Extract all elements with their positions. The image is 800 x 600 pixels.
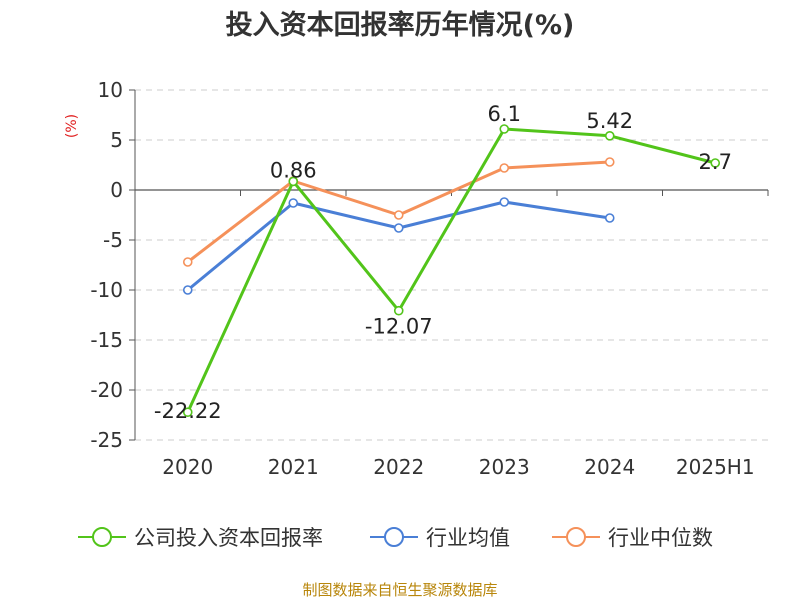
y-tick-label: -20 [90,378,123,402]
x-tick-label: 2022 [373,455,424,479]
y-tick-label: 10 [98,78,123,102]
chart-title: 投入资本回报率历年情况(%) [226,9,575,41]
data-point [604,213,615,223]
grid-lines [135,89,768,441]
data-label: -22.22 [154,399,222,423]
data-label: 2.7 [699,150,732,174]
data-point [288,198,299,208]
source-footer: 制图数据来自恒生聚源数据库 [302,581,497,599]
data-point [182,285,193,295]
legend-label: 行业中位数 [608,526,713,550]
data-point [288,176,299,187]
series-0 [182,124,721,418]
data-point [393,305,404,316]
data-point [604,157,615,167]
data-label: 0.86 [270,158,317,182]
data-point [393,210,404,220]
series-group [182,124,721,418]
data-point [710,158,721,168]
data-point [499,124,510,134]
legend-swatch-marker [566,527,586,547]
y-tick-label: -5 [103,228,123,252]
legend: 公司投入资本回报率 行业均值 行业中位数 [78,526,713,550]
y-tick-label: -10 [90,278,123,302]
data-point [182,407,193,418]
series-2 [182,157,615,267]
x-tick-label: 2025H1 [676,455,755,479]
data-label: -12.07 [365,315,433,339]
x-tick-label: 2020 [162,455,213,479]
legend-swatch-marker [384,527,404,547]
y-axis-unit-label: (%) [64,114,80,138]
data-label: 6.1 [488,102,521,126]
data-label: 5.42 [586,109,633,133]
data-point [499,163,510,173]
axes: 10 5 0 -5 -10 -15 -20 -25 2020 2021 2022 2023 2024 20… [90,78,769,479]
x-tick-label: 2023 [479,455,530,479]
data-point [604,131,615,141]
data-point [499,197,510,207]
y-tick-label: -15 [90,328,123,352]
legend-swatch-marker [92,527,112,547]
x-tick-label: 2024 [584,455,635,479]
data-point [182,257,193,267]
y-tick-label: -25 [90,428,123,452]
y-tick-label: 0 [110,178,123,202]
legend-label: 行业均值 [426,526,510,550]
y-tick-label: 5 [110,128,123,152]
data-labels: -22.22 0.86 -12.07 6.1 5.42 2.7 [154,102,732,423]
series-line [186,127,716,413]
data-point [393,223,404,233]
legend-label: 公司投入资本回报率 [134,526,323,550]
series-1 [182,197,615,295]
x-tick-label: 2021 [268,455,319,479]
